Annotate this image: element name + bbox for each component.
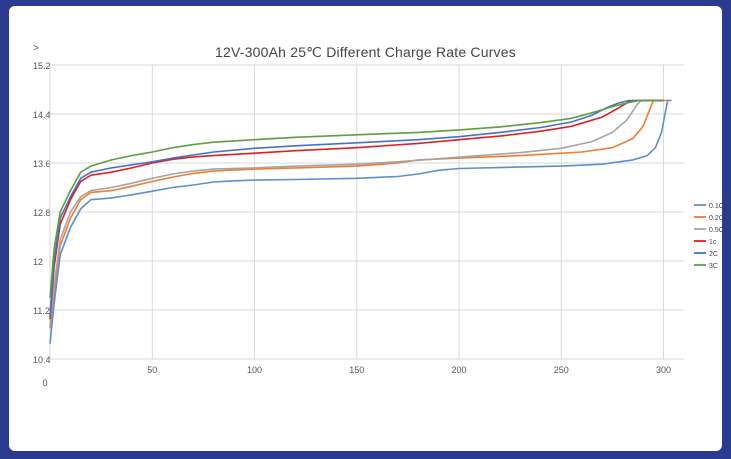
x-tick-label: 300: [656, 365, 671, 375]
series-line: [49, 99, 668, 329]
x-tick-label: 150: [349, 365, 364, 375]
chart-frame: [9, 6, 722, 451]
x-tick-label: 50: [147, 365, 157, 375]
y-tick-label: 12.8: [33, 208, 51, 218]
y-tick-label: 10.4: [33, 355, 51, 365]
x-tick-label: 100: [247, 365, 262, 375]
legend-label: 0.2C: [709, 215, 724, 222]
series-line: [49, 99, 664, 326]
series-line: [49, 99, 664, 320]
chart-title: 12V-300Ah 25℃ Different Charge Rate Curv…: [215, 44, 516, 60]
y-tick-label: 12: [33, 257, 43, 267]
x-tick-label: 200: [452, 365, 467, 375]
y-tick-label: 13.6: [33, 159, 51, 169]
legend-label: 3C: [709, 263, 718, 270]
x-tick-label: 250: [554, 365, 569, 375]
y-tick-label: 14.4: [33, 110, 51, 120]
legend-label: 1c: [709, 239, 717, 246]
legend-label: 2C: [709, 251, 718, 258]
top-bar: [9, 6, 722, 30]
y-axis-label: >: [33, 43, 39, 54]
x-origin-label: 0: [42, 378, 47, 388]
legend-label: 0.1C: [709, 203, 724, 210]
series-line: [49, 99, 672, 344]
series-line: [49, 99, 664, 317]
y-tick-label: 15.2: [33, 61, 51, 71]
y-tick-label: 11.2: [33, 306, 50, 316]
series-line: [49, 99, 664, 298]
legend-label: 0.5C: [709, 227, 724, 234]
